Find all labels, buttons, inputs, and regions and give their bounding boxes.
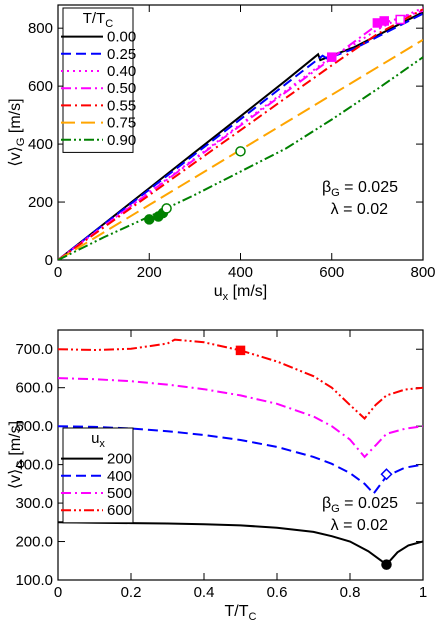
legend-label-0.00: 0.00 <box>107 29 136 46</box>
series-line-600 <box>58 338 423 420</box>
bottom-chart: 0 0.2 0.4 0.6 0.8 1 100.0 200.0 300.0 400.0 500.0 6… <box>7 329 427 623</box>
annotation-lambda: λ = 0.02 <box>331 201 388 218</box>
series-line-0.25 <box>58 12 423 260</box>
legend-label-0.90: 0.90 <box>107 132 136 149</box>
legend-label-0.55: 0.55 <box>107 97 136 114</box>
x-tick-label: 0 <box>54 264 62 281</box>
y-tick-label: 800 <box>28 20 53 37</box>
x-tick-label: 0.8 <box>340 584 361 601</box>
x-tick-label: 0.4 <box>194 584 215 601</box>
series-line-0.00 <box>58 11 423 260</box>
marker-circle <box>381 559 392 570</box>
x-tick-label: 200 <box>137 264 162 281</box>
x-tick-label: 0.6 <box>267 584 288 601</box>
y-tick-label: 400 <box>28 136 53 153</box>
top-chart: 0 200 400 600 800 0 200 400 600 800 ux [m/s] ⟨v⟩G [… <box>7 4 436 303</box>
x-tick-label: 800 <box>410 264 435 281</box>
legend: T/TC0.000.250.400.500.550.750.90 <box>61 7 136 153</box>
legend-label-0.25: 0.25 <box>107 46 136 63</box>
y-tick-label: 600 <box>28 78 53 95</box>
x-tick-label: 1 <box>419 584 427 601</box>
marker-diamond <box>380 468 393 481</box>
legend-label-400: 400 <box>107 468 132 485</box>
y-tick-label: 700.0 <box>15 341 53 358</box>
marker-square <box>395 14 405 25</box>
marker-square <box>379 16 389 26</box>
x-axis-label: T/TC <box>225 603 257 623</box>
marker-circle <box>144 214 155 225</box>
y-tick-label: 100.0 <box>15 572 53 589</box>
x-tick-label: 600 <box>319 264 344 281</box>
series-line-500 <box>58 377 423 459</box>
series-line-400 <box>58 425 423 496</box>
series-group <box>58 338 423 566</box>
marker-circle <box>235 146 246 157</box>
marker-square <box>235 345 246 356</box>
annotation-beta: βG = 0.025 <box>322 179 398 199</box>
series-line-0.40 <box>58 6 423 260</box>
y-tick-label: 300.0 <box>15 495 53 512</box>
legend-label-0.50: 0.50 <box>107 80 136 97</box>
annotation-beta: βG = 0.025 <box>322 495 398 515</box>
x-tick-label: 0.2 <box>121 584 142 601</box>
series-line-0.55 <box>58 8 423 260</box>
y-tick-label: 500.0 <box>15 418 53 435</box>
legend-title: T/TC <box>83 10 114 30</box>
legend-label-0.75: 0.75 <box>107 115 136 132</box>
y-axis-label: ⟨v⟩G [m/s] <box>7 421 27 489</box>
x-axis-label: ux [m/s] <box>214 283 268 303</box>
y-axis-label: ⟨v⟩G [m/s] <box>7 98 27 166</box>
legend-label-500: 500 <box>107 485 132 502</box>
marker-circle <box>161 203 172 214</box>
legend-box <box>62 7 134 153</box>
marker-square <box>327 52 337 62</box>
annotation-lambda: λ = 0.02 <box>331 517 388 534</box>
legend-label-200: 200 <box>107 451 132 468</box>
series-line-0.90 <box>58 56 423 260</box>
y-tick-label: 0 <box>45 252 53 269</box>
y-tick-label: 200 <box>28 194 53 211</box>
x-tick-label: 400 <box>228 264 253 281</box>
y-tick-label: 200.0 <box>15 534 53 551</box>
legend-label-0.40: 0.40 <box>107 63 136 80</box>
y-tick-label: 600.0 <box>15 380 53 397</box>
legend-title: ux <box>91 430 105 450</box>
legend-label-600: 600 <box>107 502 132 519</box>
y-tick-label: 400.0 <box>15 457 53 474</box>
x-tick-label: 0 <box>54 584 62 601</box>
series-line-200 <box>58 521 423 566</box>
